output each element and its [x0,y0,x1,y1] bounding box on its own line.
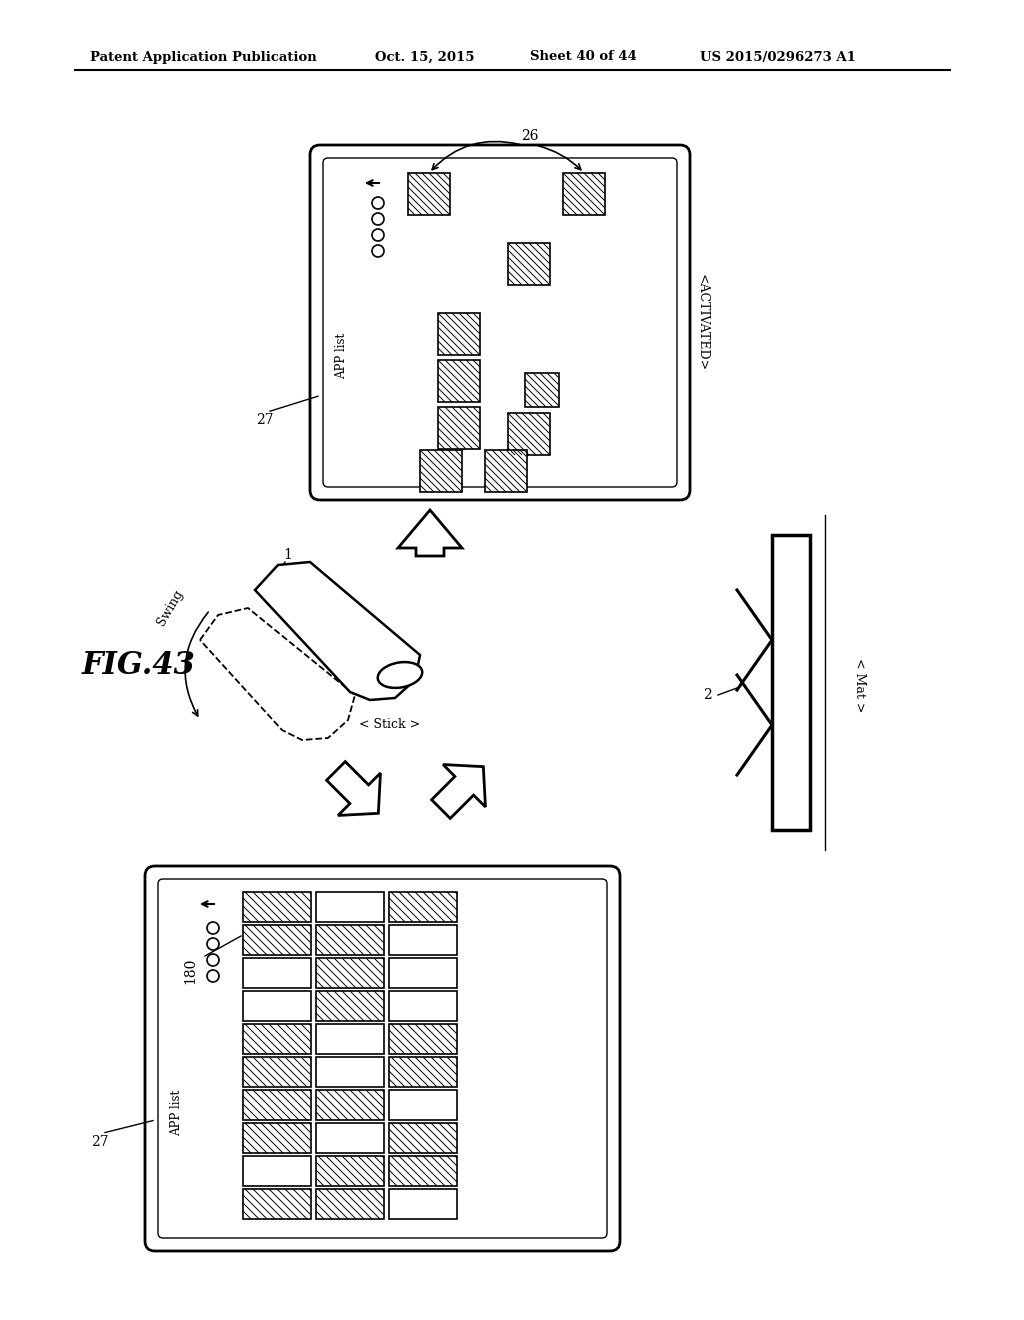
Text: APP list: APP list [336,333,348,379]
Text: 27: 27 [256,413,273,428]
Bar [389,892,457,921]
Bar [438,313,480,355]
FancyBboxPatch shape [323,158,677,487]
Text: Oct. 15, 2015: Oct. 15, 2015 [375,50,474,63]
Bar [243,1189,311,1218]
Bar [485,450,527,492]
Bar [420,450,462,492]
Bar [389,1156,457,1185]
Bar [316,1189,384,1218]
Text: Sheet 40 of 44: Sheet 40 of 44 [530,50,637,63]
Ellipse shape [378,663,422,688]
Bar [525,374,559,407]
Bar [408,173,450,215]
Bar [389,1057,457,1086]
Bar [508,243,550,285]
Bar [389,991,457,1020]
Bar [316,925,384,954]
FancyBboxPatch shape [158,879,607,1238]
Text: FIG.43: FIG.43 [82,649,196,681]
Text: < Stick >: < Stick > [359,718,421,731]
Text: US 2015/0296273 A1: US 2015/0296273 A1 [700,50,856,63]
Bar [243,1057,311,1086]
Bar [243,1090,311,1119]
Text: 1: 1 [283,548,292,562]
Polygon shape [772,535,810,830]
Bar [508,413,550,455]
Bar [316,991,384,1020]
Text: Patent Application Publication: Patent Application Publication [90,50,316,63]
Bar [389,1024,457,1053]
Polygon shape [255,562,420,700]
Bar [316,1090,384,1119]
Bar [243,1024,311,1053]
Text: 2: 2 [703,688,712,702]
Polygon shape [431,764,485,818]
Bar [563,173,605,215]
Text: Swing: Swing [155,587,185,628]
Polygon shape [398,510,462,556]
Text: 26: 26 [521,129,539,143]
Bar [316,1123,384,1152]
Bar [243,892,311,921]
Bar [389,1189,457,1218]
Bar [316,958,384,987]
Bar [243,925,311,954]
Text: 27: 27 [91,1135,109,1148]
Bar [316,1057,384,1086]
Text: < Mat >: < Mat > [853,657,866,713]
Bar [389,1090,457,1119]
Text: 180: 180 [183,958,197,985]
Bar [438,360,480,403]
Bar [389,925,457,954]
Bar [389,958,457,987]
Bar [438,407,480,449]
Polygon shape [327,762,381,816]
Bar [243,958,311,987]
Text: <ACTIVATED>: <ACTIVATED> [695,275,709,371]
Bar [316,1156,384,1185]
Bar [389,1123,457,1152]
FancyBboxPatch shape [310,145,690,500]
Text: APP list: APP list [171,1090,183,1137]
FancyBboxPatch shape [145,866,620,1251]
Bar [316,892,384,921]
Bar [243,991,311,1020]
Bar [243,1123,311,1152]
Bar [316,1024,384,1053]
Bar [243,1156,311,1185]
